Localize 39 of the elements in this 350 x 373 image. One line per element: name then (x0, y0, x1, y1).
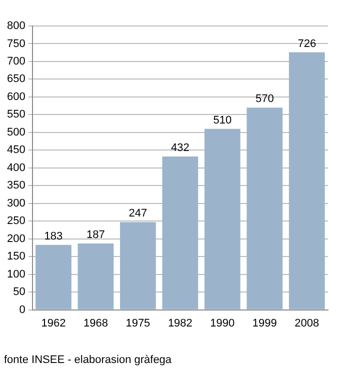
y-tick-label: 350 (6, 180, 26, 192)
x-tick-label: 1999 (252, 317, 277, 330)
y-tick-label: 0 (19, 304, 26, 316)
bar (36, 244, 72, 310)
bar (162, 156, 198, 310)
bar (246, 108, 283, 310)
y-tick-label: 300 (6, 197, 26, 210)
x-tick-label: 1968 (83, 317, 108, 330)
x-tick-label: 1962 (41, 317, 66, 330)
y-tick-label: 600 (6, 90, 26, 103)
y-tick-label: 200 (6, 232, 26, 245)
x-tick-label: 2008 (294, 317, 320, 330)
y-tick-label: 550 (6, 108, 26, 121)
data-label: 432 (170, 142, 190, 154)
bar (120, 222, 156, 310)
x-tick-label: 1982 (168, 317, 192, 330)
x-tick-label: 1990 (210, 317, 235, 330)
y-tick-label: 500 (6, 126, 26, 138)
y-tick-label: 750 (6, 38, 26, 50)
source-note: fonte INSEE - elaborasion gràfega (4, 354, 172, 366)
bar (288, 52, 325, 310)
y-tick-label: 800 (6, 20, 26, 32)
data-label: 247 (128, 208, 148, 220)
y-tick-label: 50 (13, 286, 26, 298)
x-tick-label: 1975 (126, 317, 150, 330)
bar (204, 128, 240, 310)
data-label: 726 (298, 38, 316, 50)
bar (78, 243, 114, 310)
data-label: 187 (86, 228, 105, 241)
y-tick-label: 650 (6, 73, 26, 86)
y-tick-label: 250 (6, 215, 26, 228)
y-tick-label: 700 (6, 56, 26, 68)
data-label: 510 (213, 114, 232, 126)
data-label: 570 (255, 93, 274, 106)
data-label: 183 (44, 230, 63, 242)
y-tick-label: 450 (6, 144, 26, 156)
y-tick-label: 400 (6, 162, 26, 174)
y-tick-label: 150 (6, 250, 26, 263)
y-tick-label: 100 (6, 268, 26, 280)
